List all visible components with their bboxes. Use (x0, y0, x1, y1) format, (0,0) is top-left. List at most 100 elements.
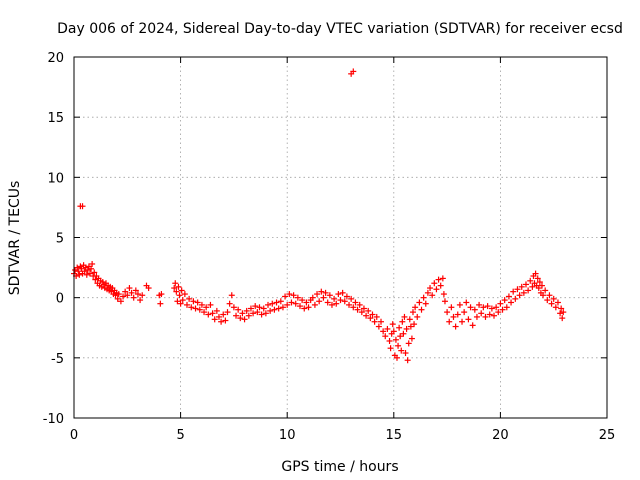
data-point (382, 333, 389, 340)
data-point (491, 312, 498, 319)
y-tick-label: -10 (43, 412, 64, 427)
data-point (456, 301, 463, 308)
data-point (213, 307, 220, 314)
data-point (350, 68, 357, 75)
x-tick-label: 15 (386, 428, 403, 443)
data-point (402, 350, 409, 357)
data-point (371, 318, 378, 325)
data-point (480, 304, 487, 311)
data-point (192, 305, 199, 312)
data-point (256, 304, 263, 311)
data-point (134, 291, 141, 298)
data-point (398, 347, 405, 354)
data-point (318, 288, 325, 295)
data-point (233, 312, 240, 319)
data-point (176, 292, 183, 299)
data-point (326, 292, 333, 299)
data-point (186, 295, 193, 302)
data-point (250, 310, 257, 317)
data-point (544, 297, 551, 304)
data-point (311, 301, 318, 308)
data-point (488, 305, 495, 312)
data-point (117, 298, 124, 305)
data-point (86, 270, 93, 277)
data-point (560, 309, 567, 316)
data-point (352, 299, 359, 306)
data-point (218, 318, 225, 325)
data-point (139, 292, 146, 299)
data-point (503, 304, 510, 311)
data-point (299, 297, 306, 304)
data-point (510, 288, 517, 295)
data-point (360, 305, 367, 312)
data-point (516, 292, 523, 299)
data-point (84, 266, 91, 273)
data-point (431, 280, 438, 287)
data-point (322, 289, 329, 296)
data-point (512, 295, 519, 302)
data-point (532, 270, 539, 277)
data-point (258, 311, 265, 318)
data-point (179, 297, 186, 304)
data-point (190, 298, 197, 305)
data-point (546, 292, 553, 299)
data-point (83, 271, 90, 278)
data-point (215, 313, 222, 320)
data-point (467, 304, 474, 311)
data-point (339, 289, 346, 296)
data-point (439, 275, 446, 282)
data-point (390, 328, 397, 335)
data-point (158, 291, 165, 298)
data-point (558, 305, 565, 312)
data-point (471, 306, 478, 313)
data-point (262, 310, 269, 317)
data-point (540, 292, 547, 299)
y-tick-label: 10 (47, 171, 64, 186)
data-point (350, 304, 357, 311)
data-point (401, 313, 408, 320)
data-point (314, 291, 321, 298)
data-point (282, 293, 289, 300)
data-point (309, 294, 316, 301)
data-point (290, 292, 297, 299)
data-point (267, 307, 274, 314)
data-point (446, 318, 453, 325)
data-point (243, 307, 250, 314)
data-point (203, 304, 210, 311)
data-point (518, 283, 525, 290)
data-point (378, 318, 385, 325)
data-point (380, 328, 387, 335)
data-point (239, 310, 246, 317)
data-point (331, 295, 338, 302)
y-axis-label: SDTVAR / TECUs (7, 181, 23, 296)
x-tick-label: 0 (70, 428, 78, 443)
data-point (124, 292, 131, 299)
data-point (473, 313, 480, 320)
data-point (356, 301, 363, 308)
data-point (527, 277, 534, 284)
data-point (346, 301, 353, 308)
axis-ticks: 0 5 10 15 20 25 -10 -5 0 5 10 15 20 (43, 51, 616, 443)
data-point (484, 303, 491, 310)
data-point (305, 304, 312, 311)
data-point (79, 203, 86, 210)
data-point (414, 313, 421, 320)
data-point (393, 354, 400, 361)
data-point (341, 298, 348, 305)
data-point (358, 309, 365, 316)
data-point (128, 289, 135, 296)
data-point (316, 298, 323, 305)
data-point (292, 300, 299, 307)
data-point (404, 357, 411, 364)
plot-frame (73, 56, 608, 419)
data-point (348, 295, 355, 302)
data-point (463, 299, 470, 306)
data-point (81, 268, 88, 275)
data-point (450, 313, 457, 320)
data-point (175, 283, 182, 290)
data-point (198, 301, 205, 308)
data-point (237, 315, 244, 322)
data-point (294, 294, 301, 301)
y-tick-label: -5 (51, 352, 64, 367)
data-point (534, 275, 541, 282)
